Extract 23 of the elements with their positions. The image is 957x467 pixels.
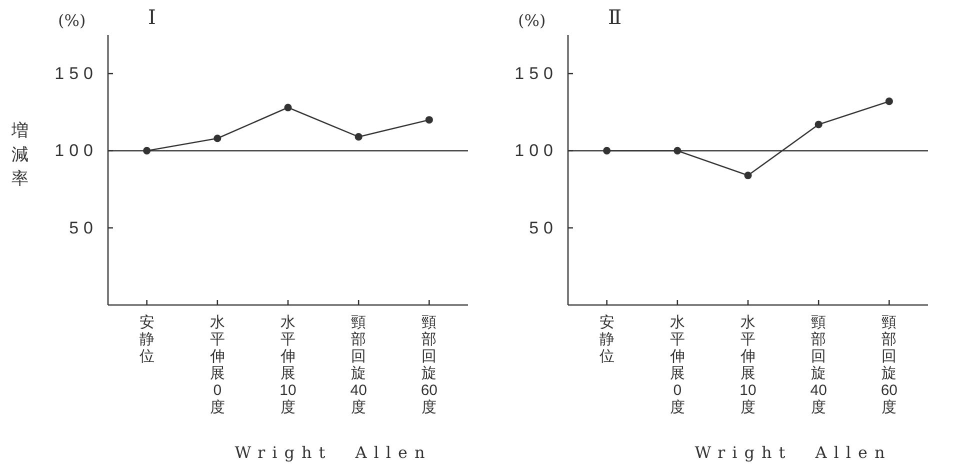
- y-tick-label: 150: [514, 64, 558, 84]
- y-axis-title: 増減率: [10, 121, 28, 189]
- x-tick-label: 水平伸展10度: [740, 314, 756, 416]
- x-tick-label: 水平伸展10度: [280, 314, 296, 416]
- x-tick-label: 水平伸展0度: [208, 314, 225, 416]
- y-tick-label: 150: [54, 64, 98, 84]
- text: (%): [518, 11, 546, 30]
- text: (%): [58, 11, 86, 30]
- x-tick-label: 安静位: [139, 314, 154, 365]
- y-tick-label: 50: [69, 218, 98, 238]
- x-tick-label: 水平伸展0度: [668, 314, 685, 416]
- y-tick-label: 100: [514, 141, 558, 160]
- x-axis-title: Wright Allen: [234, 443, 432, 462]
- x-tick-label: 頸部回旋40度: [350, 314, 367, 416]
- x-tick-label: 頸部回旋40度: [810, 314, 827, 416]
- chart-title: Ⅱ: [608, 5, 622, 29]
- chart-title: Ⅰ: [148, 5, 156, 29]
- y-tick-label: 50: [529, 218, 558, 238]
- y-tick-label: 100: [54, 141, 98, 160]
- x-axis-title: Wright Allen: [694, 443, 892, 462]
- x-tick-label: 安静位: [599, 314, 614, 365]
- x-tick-label: 頸部回旋60度: [420, 314, 438, 416]
- x-tick-label: 頸部回旋60度: [880, 314, 898, 416]
